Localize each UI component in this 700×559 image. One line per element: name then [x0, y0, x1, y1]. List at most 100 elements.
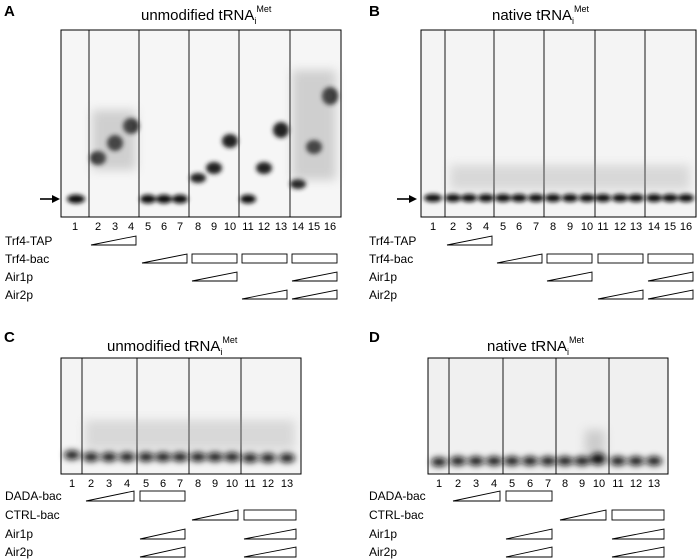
lane-number: 4: [491, 478, 497, 490]
panel-title: unmodified tRNAiMet: [141, 4, 272, 26]
lane-number: 11: [242, 221, 253, 233]
panel-b: B native tRNAiMet: [369, 3, 697, 302]
lane-number: 5: [143, 478, 149, 490]
constant-box: [139, 490, 186, 502]
lane-number: 12: [614, 221, 626, 233]
gel-dividers: [81, 358, 242, 474]
row-label: CTRL-bac: [5, 508, 60, 522]
row-label: Trf4-TAP: [5, 234, 52, 248]
lane-number: 13: [648, 478, 660, 490]
gel-dividers: [88, 30, 291, 217]
row-label: Air1p: [5, 527, 33, 541]
constant-box: [597, 253, 644, 264]
row-label: Air2p: [5, 545, 33, 559]
row-label: Air2p: [369, 545, 397, 559]
lane-number: 6: [160, 478, 166, 490]
lane-number: 12: [262, 478, 274, 490]
gradient-wedge: [546, 271, 593, 282]
gel-smears: [585, 430, 605, 455]
row-label: Trf4-TAP: [369, 234, 416, 248]
row-label: DADA-bac: [369, 489, 426, 503]
lane-number: 2: [455, 478, 461, 490]
panel-letter: A: [4, 3, 15, 20]
gradient-wedge: [243, 528, 297, 540]
constant-box: [191, 253, 238, 264]
gel-bands: [424, 194, 694, 202]
gradient-wedge: [241, 289, 288, 300]
gradient-wedge: [85, 490, 135, 502]
gel-smears: [450, 165, 690, 190]
lane-number: 9: [211, 221, 217, 233]
panel-title: unmodified tRNAiMet: [107, 335, 238, 357]
lane-number: 10: [581, 221, 593, 233]
lane-number: 11: [244, 478, 255, 490]
gradient-wedge: [291, 271, 338, 282]
constant-box: [546, 253, 593, 264]
lane-number: 6: [516, 221, 522, 233]
lane-number: 12: [258, 221, 270, 233]
lane-number: 6: [161, 221, 167, 233]
gradient-wedge: [191, 271, 238, 282]
row-label: Trf4-bac: [5, 252, 49, 266]
gel-image: [60, 29, 342, 218]
lane-number: 15: [664, 221, 676, 233]
row-label: DADA-bac: [5, 489, 62, 503]
lane-number: 11: [597, 221, 608, 233]
gradient-wedge: [139, 528, 186, 540]
constant-box: [241, 253, 288, 264]
row-label: Air2p: [5, 288, 33, 302]
lane-number: 2: [88, 478, 94, 490]
lane-number: 10: [593, 478, 605, 490]
lane-number: 1: [436, 478, 442, 490]
row-label: Air1p: [369, 527, 397, 541]
row-label: Trf4-bac: [369, 252, 413, 266]
gradient-wedge: [611, 528, 665, 540]
lane-number: 8: [550, 221, 556, 233]
lane-number: 2: [95, 221, 101, 233]
lane-numbers: 1 2 3 4 5 6 7 8 9 10 11 12 13 14 15 16: [430, 221, 692, 233]
lane-number: 8: [195, 478, 201, 490]
gradient-wedge: [647, 271, 694, 282]
lane-number: 3: [466, 221, 472, 233]
lane-number: 4: [124, 478, 130, 490]
panel-letter: B: [369, 3, 380, 20]
panel-letter: C: [4, 329, 15, 346]
gradient-wedge: [611, 546, 665, 558]
condition-rows: Trf4-TAP Trf4-bac Air1p Air2p: [5, 234, 338, 302]
row-label: Air1p: [369, 270, 397, 284]
lane-number: 4: [483, 221, 489, 233]
lane-numbers: 1 2 3 4 5 6 7 8 9 10 11 12 13 14 15 16: [72, 221, 336, 233]
lane-number: 1: [430, 221, 436, 233]
gel-image: [60, 357, 302, 475]
lane-number: 14: [292, 221, 304, 233]
gradient-wedge: [505, 546, 553, 558]
row-label: Air2p: [369, 288, 397, 302]
row-label: Air1p: [5, 270, 33, 284]
gel-smears: [85, 420, 295, 450]
gel-bands: [64, 450, 295, 463]
lane-number: 7: [533, 221, 539, 233]
gradient-wedge: [291, 289, 338, 300]
lane-number: 8: [562, 478, 568, 490]
lane-number: 7: [177, 478, 183, 490]
gel-smears: [92, 70, 336, 180]
panel-a: A unmodified tRNAiMet: [4, 3, 342, 302]
lane-number: 9: [212, 478, 218, 490]
lane-numbers: 1 2 3 4 5 6 7 8 9 10 11 12 13: [436, 478, 660, 490]
panel-c: C unmodified tRNAiMet: [4, 329, 302, 559]
lane-number: 12: [630, 478, 642, 490]
lane-number: 1: [69, 478, 75, 490]
lane-number: 8: [195, 221, 201, 233]
lane-number: 13: [630, 221, 642, 233]
gradient-wedge: [141, 253, 188, 264]
gel-image: [427, 357, 669, 475]
constant-box: [505, 490, 553, 502]
gradient-wedge: [191, 509, 239, 521]
lane-numbers: 1 2 3 4 5 6 7 8 9 10 11 12 13: [69, 478, 293, 490]
lane-number: 13: [275, 221, 287, 233]
lane-number: 13: [281, 478, 293, 490]
lane-number: 11: [612, 478, 623, 490]
lane-number: 7: [177, 221, 183, 233]
lane-number: 3: [112, 221, 118, 233]
